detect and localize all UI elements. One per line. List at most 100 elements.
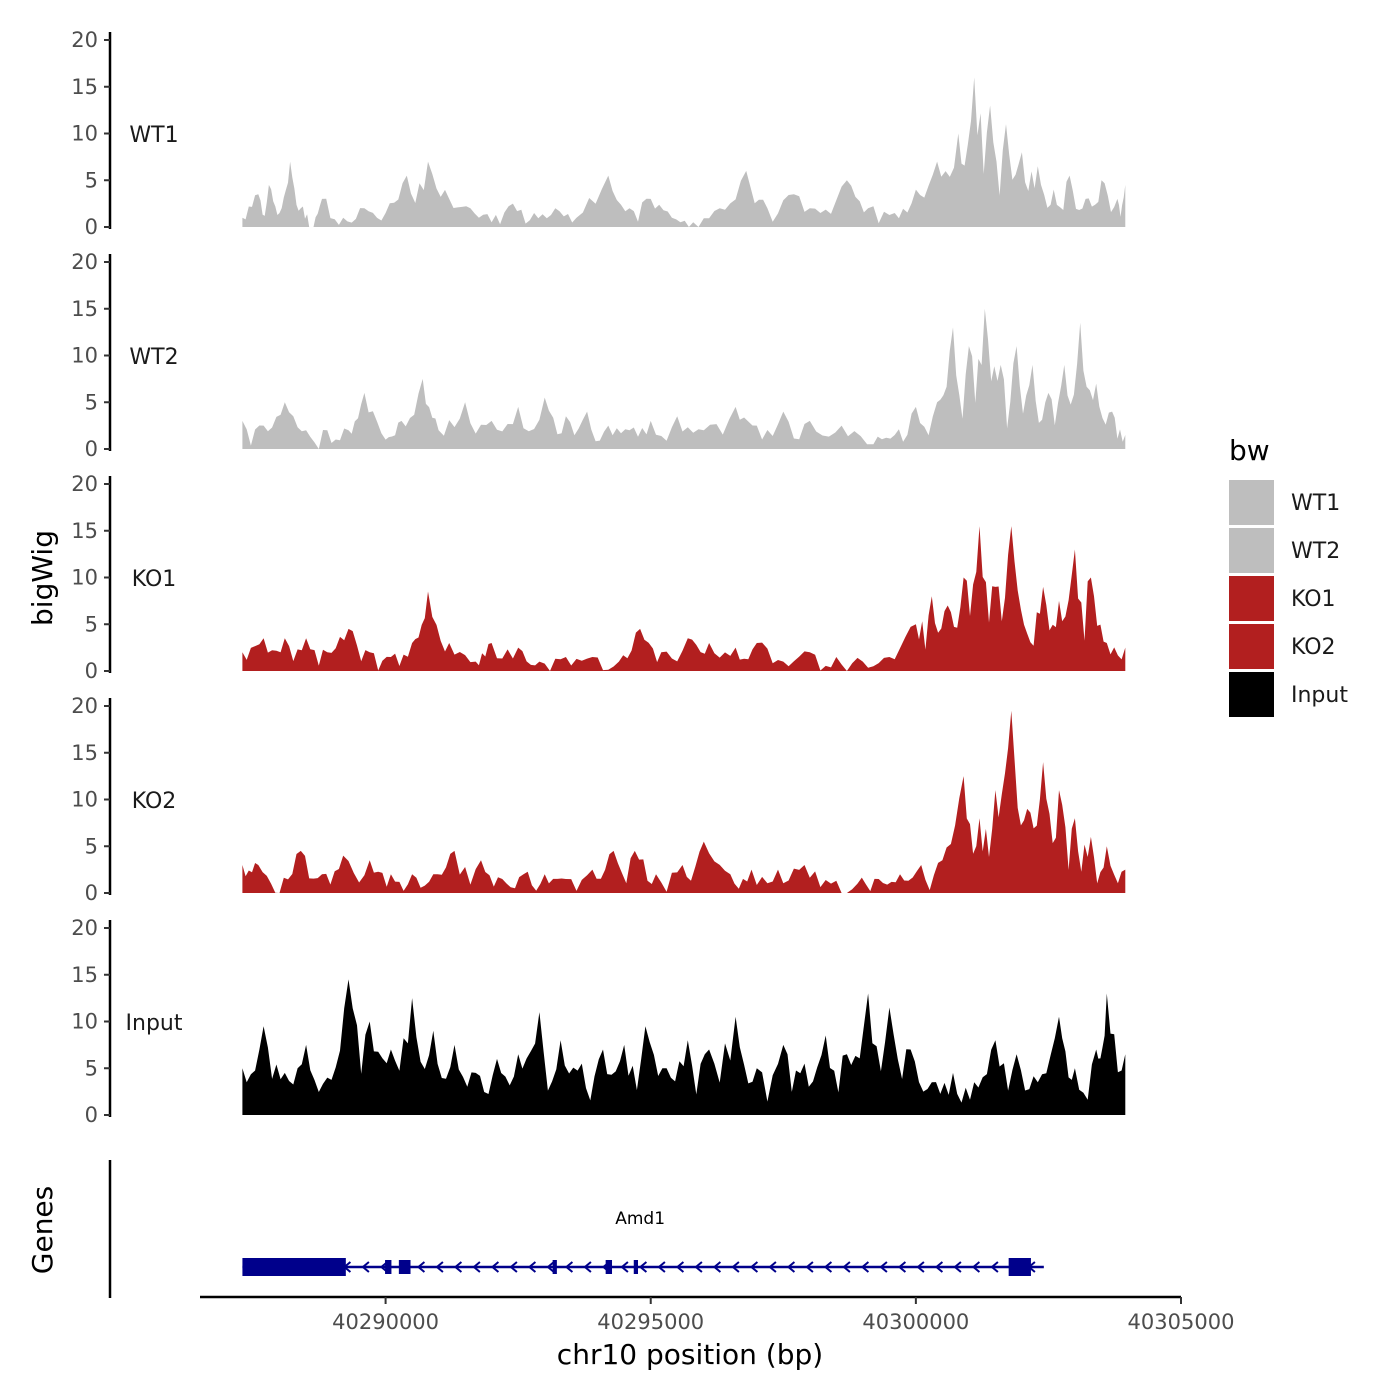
strand-arrow <box>768 1261 777 1273</box>
y-tick-label: 10 <box>71 566 98 590</box>
track-label: Input <box>126 1011 183 1036</box>
strand-arrow <box>971 1261 981 1273</box>
legend-title: bw <box>1229 434 1270 467</box>
strand-arrow <box>453 1261 463 1273</box>
legend-item-ko1: KO1 <box>1229 576 1336 621</box>
strand-arrow <box>731 1261 740 1273</box>
gene-exon <box>242 1258 346 1276</box>
track-ko2: 0 5 10 15 20 KO2 <box>71 694 1126 905</box>
strand-arrow <box>916 1261 925 1273</box>
gene-exon <box>385 1260 392 1274</box>
y-tick-label: 0 <box>85 437 98 461</box>
legend-item-wt2: WT2 <box>1229 528 1340 573</box>
strand-arrow <box>435 1261 444 1273</box>
legend-item-ko2: KO2 <box>1229 624 1336 669</box>
strand-arrow <box>786 1261 796 1273</box>
gene-name-label: Amd1 <box>615 1209 665 1229</box>
y-tick-label: 10 <box>71 122 98 146</box>
legend-item-wt1: WT1 <box>1229 480 1340 525</box>
track-label: WT2 <box>129 345 178 370</box>
area-ko2 <box>242 710 1126 893</box>
track-label: KO2 <box>132 789 177 814</box>
track-wt2: 0 5 10 15 20 WT2 <box>71 250 1126 461</box>
legend-swatch <box>1229 624 1274 669</box>
strand-arrow <box>860 1261 870 1273</box>
y-tick-label: 20 <box>71 28 98 52</box>
y-tick-label: 15 <box>71 297 98 321</box>
y-tick-label: 5 <box>85 390 98 414</box>
y-tick-label: 10 <box>71 788 98 812</box>
track-label: WT1 <box>129 123 178 148</box>
strand-arrow <box>805 1261 814 1273</box>
strand-arrow <box>620 1261 629 1273</box>
strand-arrow <box>897 1261 907 1273</box>
area-ko1 <box>242 526 1126 671</box>
strand-arrow <box>823 1261 833 1273</box>
track-wt1: 0 5 10 15 20 WT1 <box>71 28 1126 239</box>
legend-swatch <box>1229 528 1274 573</box>
strand-arrow <box>564 1261 574 1273</box>
gene-model: Amd1 <box>242 1209 1044 1276</box>
area-wt1 <box>242 77 1126 228</box>
track-ko1: 0 5 10 15 20 KO1 <box>71 472 1126 683</box>
strand-arrow <box>490 1261 500 1273</box>
x-axis-title: chr10 position (bp) <box>557 1338 823 1371</box>
y-tick-label: 20 <box>71 250 98 274</box>
gene-panel-title: Genes <box>26 1186 59 1274</box>
strand-arrow <box>657 1261 666 1273</box>
strand-arrow <box>361 1261 370 1273</box>
track-label: KO1 <box>132 567 177 592</box>
y-tick-label: 15 <box>71 963 98 987</box>
strand-arrow <box>842 1261 851 1273</box>
gene-exon <box>633 1260 639 1274</box>
strand-arrow <box>472 1261 481 1273</box>
y-tick-label: 15 <box>71 519 98 543</box>
strand-arrow <box>527 1261 537 1273</box>
strand-arrow <box>879 1261 888 1273</box>
gene-panel: Amd1 <box>108 1160 1044 1298</box>
y-tick-label: 20 <box>71 694 98 718</box>
y-tick-label: 10 <box>71 1010 98 1034</box>
gene-exon <box>398 1260 411 1274</box>
gene-exon <box>1008 1258 1031 1276</box>
legend-label: WT2 <box>1291 539 1340 564</box>
y-tick-label: 0 <box>85 215 98 239</box>
gene-exon <box>552 1260 557 1274</box>
legend-swatch <box>1229 480 1274 525</box>
y-axis-title: bigWig <box>26 530 59 626</box>
legend: bw WT1 WT2 KO1 KO2 Input <box>1229 434 1348 717</box>
strand-arrow <box>583 1261 592 1273</box>
x-tick-label: 40290000 <box>332 1310 439 1334</box>
y-tick-label: 20 <box>71 916 98 940</box>
y-tick-label: 0 <box>85 1103 98 1127</box>
y-tick-label: 20 <box>71 472 98 496</box>
strand-arrow <box>934 1261 944 1273</box>
y-tick-label: 10 <box>71 344 98 368</box>
y-tick-label: 5 <box>85 612 98 636</box>
strand-arrow <box>712 1261 722 1273</box>
strand-arrow <box>675 1261 685 1273</box>
strand-arrow <box>416 1261 426 1273</box>
legend-label: KO2 <box>1291 635 1336 660</box>
strand-arrow <box>509 1261 518 1273</box>
x-tick-label: 40305000 <box>1128 1310 1235 1334</box>
strand-arrow <box>990 1261 999 1273</box>
y-tick-label: 15 <box>71 741 98 765</box>
strand-arrow <box>694 1261 703 1273</box>
y-tick-label: 0 <box>85 881 98 905</box>
area-input <box>242 979 1126 1115</box>
strand-arrow <box>638 1261 648 1273</box>
signal-tracks: 0 5 10 15 20 WT1 0 5 10 15 20 WT2 0 5 10 15 20 KO1 0 5 10 15 2… <box>71 28 1126 1127</box>
y-tick-label: 5 <box>85 1056 98 1080</box>
legend-item-input: Input <box>1229 672 1348 717</box>
y-tick-label: 15 <box>71 75 98 99</box>
gene-exon <box>605 1260 613 1274</box>
x-axis: 40290000 40295000 40300000 40305000 <box>200 1295 1235 1334</box>
x-tick-label: 40300000 <box>862 1310 969 1334</box>
strand-arrow <box>546 1261 555 1273</box>
legend-label: WT1 <box>1291 491 1340 516</box>
y-tick-label: 5 <box>85 168 98 192</box>
legend-label: KO1 <box>1291 587 1336 612</box>
x-tick-label: 40295000 <box>597 1310 704 1334</box>
